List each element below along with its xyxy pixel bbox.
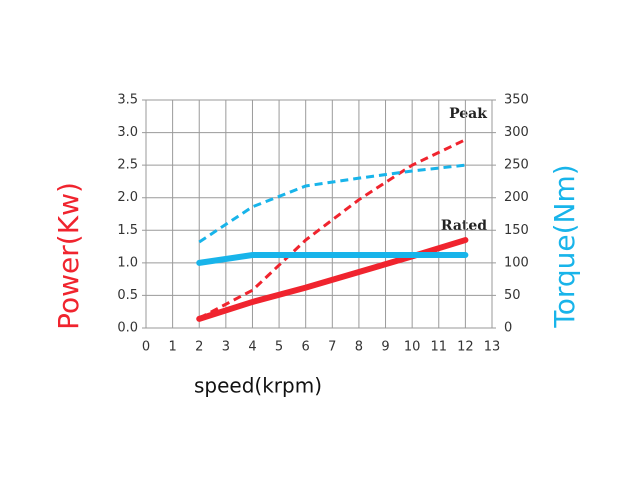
- x-tick-label: 0: [142, 340, 150, 355]
- y-tick-label: 1.5: [117, 223, 138, 238]
- y-tick-label: 2.5: [117, 158, 138, 173]
- x-tick-label: 3: [222, 340, 230, 355]
- annotation: Rated: [441, 218, 487, 234]
- y-tick-label: 3.0: [117, 125, 138, 140]
- y-tick-label: 0.0: [117, 321, 138, 336]
- y2-tick-label: 0: [504, 321, 512, 336]
- y-axis-label: Power(Kw): [52, 182, 85, 330]
- y-tick-label: 0.5: [117, 288, 138, 303]
- x-tick-label: 10: [404, 340, 421, 355]
- x-tick-label: 2: [195, 340, 203, 355]
- y2-tick-label: 300: [504, 125, 529, 140]
- x-tick-label: 5: [275, 340, 283, 355]
- series-line: [198, 163, 466, 244]
- y-tick-label: 2.0: [117, 190, 138, 205]
- x-tick-label: 11: [430, 340, 447, 355]
- series-line: [196, 252, 469, 266]
- y2-tick-label: 250: [504, 158, 529, 173]
- x-tick-label: 9: [381, 340, 389, 355]
- y2-tick-label: 100: [504, 255, 529, 270]
- annotation: Peak: [449, 106, 487, 122]
- y-tick-label: 1.0: [117, 255, 138, 270]
- x-tick-label: 12: [457, 340, 474, 355]
- y2-tick-label: 150: [504, 223, 529, 238]
- series-line: [198, 138, 467, 320]
- y2-axis-label: Torque(Nm): [548, 164, 581, 328]
- x-tick-label: 7: [328, 340, 336, 355]
- y-tick-label: 3.5: [117, 93, 138, 108]
- x-axis-label: speed(krpm): [194, 374, 322, 398]
- x-tick-label: 13: [484, 340, 501, 355]
- x-tick-label: 8: [355, 340, 363, 355]
- x-tick-label: 6: [302, 340, 310, 355]
- y2-tick-label: 50: [504, 288, 521, 303]
- x-tick-label: 4: [248, 340, 256, 355]
- y2-tick-label: 200: [504, 190, 529, 205]
- x-tick-label: 1: [168, 340, 176, 355]
- y2-tick-label: 350: [504, 93, 529, 108]
